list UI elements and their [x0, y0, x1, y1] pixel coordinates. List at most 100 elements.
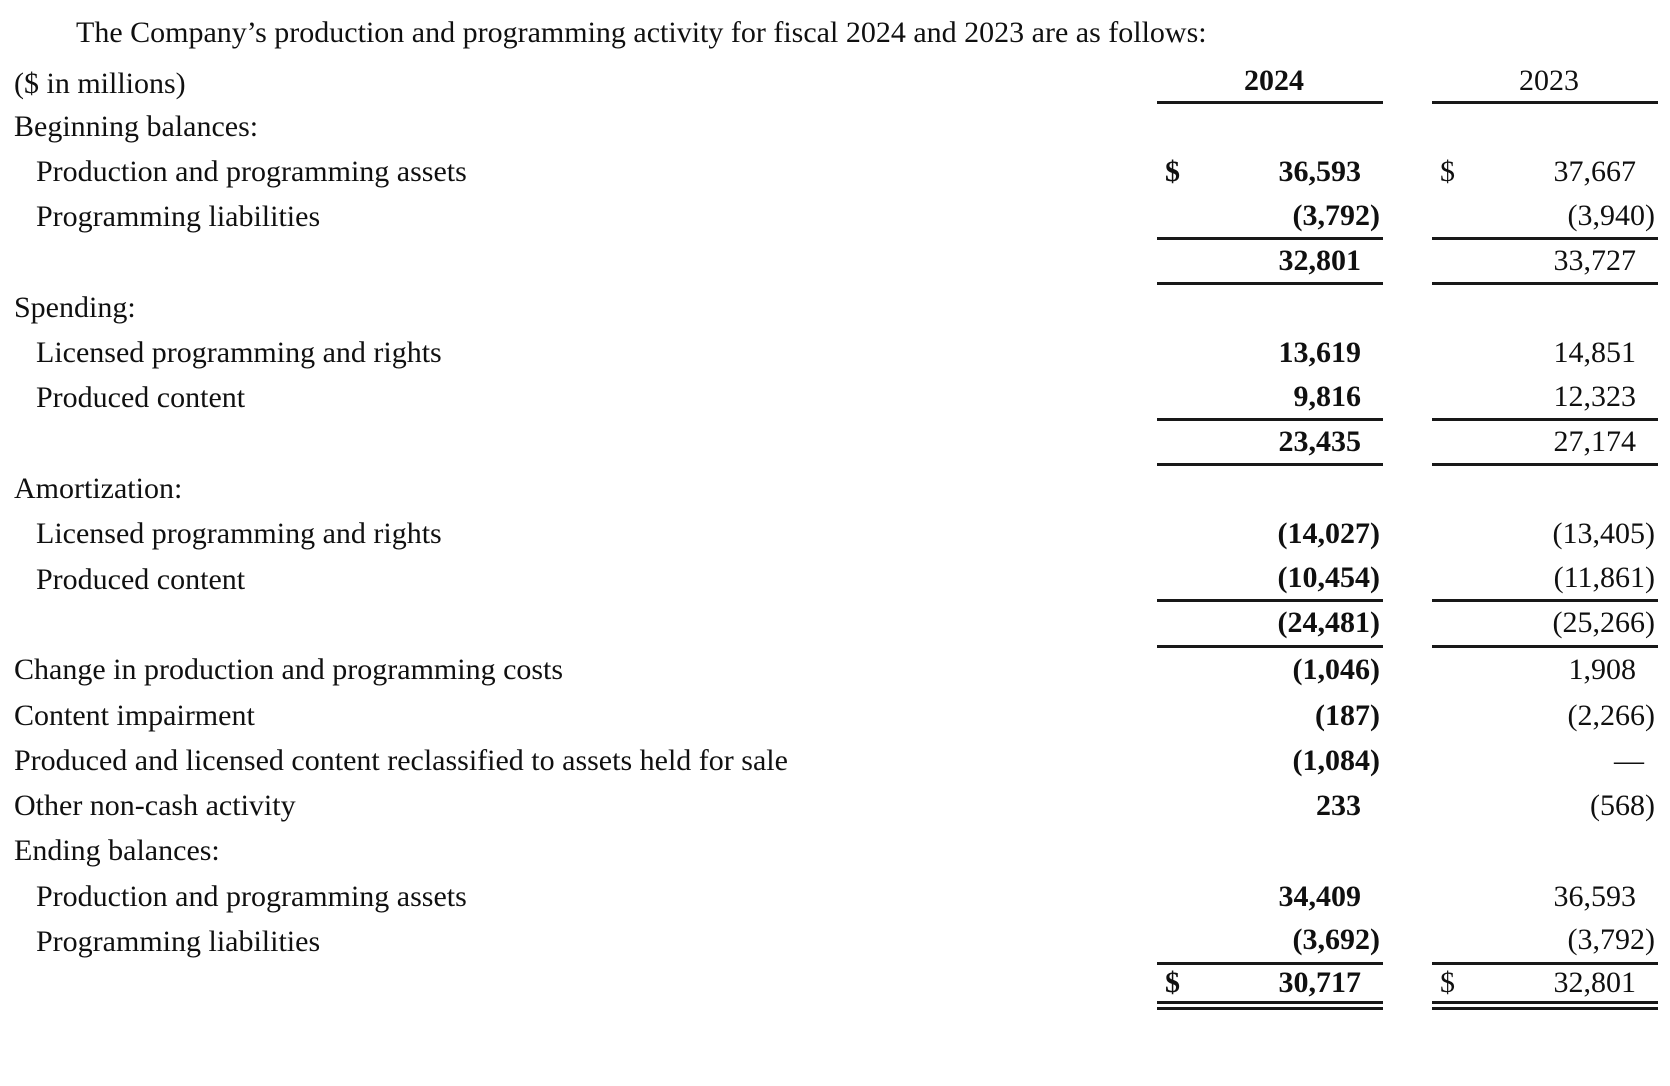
table-row: 32,801 33,727 [0, 240, 1670, 286]
value-2023-cell: (13,405) [1432, 512, 1658, 557]
row-label: Change in production and programming cos… [14, 653, 564, 687]
value-2023: (568) [1590, 789, 1655, 823]
value-2023-cell: $37,667 [1432, 149, 1658, 194]
dollar-sign: $ [1440, 154, 1455, 188]
column-gap [1383, 783, 1432, 828]
value-2024-cell: 9,816 [1157, 376, 1383, 422]
row-label: Content impairment [14, 698, 255, 732]
row-label: Production and programming assets [36, 154, 467, 188]
table-row: Ending balances: [0, 829, 1670, 874]
table-row: Produced content (10,454) (11,861) [0, 557, 1670, 603]
value-2023: 14,851 [1553, 336, 1637, 370]
value-2023-cell: 27,174 [1432, 421, 1658, 467]
table-row: $30,717 $32,801 [0, 965, 1670, 1010]
column-header-2023: 2023 [1432, 58, 1658, 104]
value-2023: 36,593 [1553, 879, 1637, 913]
column-gap [1383, 285, 1432, 330]
value-2023-cell: — [1432, 738, 1658, 783]
value-2023-cell [1432, 466, 1658, 511]
table-row: Programming liabilities (3,792) (3,940) [0, 195, 1670, 240]
value-2024-cell: $36,593 [1157, 149, 1383, 194]
row-label: Other non-cash activity [14, 789, 296, 823]
units-label: ($ in millions) [14, 67, 186, 100]
table-header-row: ($ in millions) 2024 2023 [0, 58, 1670, 104]
value-2024: (1,084) [1292, 743, 1380, 777]
value-2024-cell: (187) [1157, 693, 1383, 738]
column-gap [1383, 648, 1432, 693]
dollar-sign: $ [1165, 154, 1180, 188]
value-2024-cell [1157, 829, 1383, 874]
table-row: Programming liabilities (3,692) (3,792) [0, 919, 1670, 965]
column-gap [1383, 874, 1432, 919]
value-2024: 30,717 [1278, 965, 1362, 999]
value-2023: 1,908 [1568, 653, 1637, 687]
table-row: Production and programming assets $36,593… [0, 149, 1670, 194]
value-2023-cell: 12,323 [1432, 376, 1658, 422]
value-2023: (3,792) [1567, 923, 1655, 957]
column-gap [1383, 330, 1432, 375]
dollar-sign: $ [1165, 965, 1180, 999]
column-gap [1383, 693, 1432, 738]
column-gap [1383, 738, 1432, 783]
value-2023: (25,266) [1552, 606, 1655, 640]
value-2024-cell: $30,717 [1157, 965, 1383, 1010]
table-row: Licensed programming and rights (14,027) (… [0, 512, 1670, 557]
column-gap [1383, 602, 1432, 647]
value-2024-cell [1157, 466, 1383, 511]
table-row: Amortization: [0, 466, 1670, 511]
table-row: Change in production and programming cos… [0, 648, 1670, 693]
column-gap [1383, 421, 1432, 466]
value-2023: 12,323 [1553, 379, 1637, 413]
value-2024: 36,593 [1278, 154, 1362, 188]
value-2024-cell: (3,692) [1157, 919, 1383, 965]
value-2023: — [1614, 743, 1644, 777]
value-2023: 27,174 [1553, 425, 1637, 459]
column-gap [1383, 240, 1432, 285]
column-gap [1383, 965, 1432, 1010]
value-2024-cell: (10,454) [1157, 557, 1383, 603]
value-2024-cell: 13,619 [1157, 330, 1383, 375]
value-2023: (3,940) [1567, 198, 1655, 232]
value-2024: (10,454) [1277, 561, 1380, 595]
value-2023: (13,405) [1552, 517, 1655, 551]
column-gap [1383, 58, 1432, 104]
row-label: Amortization: [14, 472, 183, 506]
column-gap [1383, 829, 1432, 874]
row-label: Produced content [36, 562, 246, 596]
row-label: Programming liabilities [36, 924, 321, 958]
value-2024: 32,801 [1278, 244, 1362, 278]
table-row: Spending: [0, 285, 1670, 330]
value-2023: (11,861) [1553, 561, 1655, 595]
value-2023: (2,266) [1567, 698, 1655, 732]
value-2023-cell: (3,940) [1432, 195, 1658, 240]
value-2024-cell: (24,481) [1157, 602, 1383, 648]
value-2023-cell [1432, 285, 1658, 330]
value-2024: 9,816 [1293, 379, 1362, 413]
column-gap [1383, 919, 1432, 964]
value-2024: (14,027) [1277, 517, 1380, 551]
table-row: Other non-cash activity 233 (568) [0, 783, 1670, 828]
row-label: Produced content [36, 381, 246, 415]
value-2024: (3,792) [1292, 198, 1380, 232]
value-2024: 23,435 [1278, 425, 1362, 459]
column-gap [1383, 466, 1432, 511]
row-label: Ending balances: [14, 834, 220, 868]
value-2023-cell: (3,792) [1432, 919, 1658, 965]
value-2023-cell: (25,266) [1432, 602, 1658, 648]
column-header-2024: 2024 [1157, 58, 1383, 104]
table-row: 23,435 27,174 [0, 421, 1670, 467]
column-gap [1383, 104, 1432, 149]
value-2024-cell: 23,435 [1157, 421, 1383, 467]
value-2024-cell: (14,027) [1157, 512, 1383, 557]
table-row: (24,481) (25,266) [0, 602, 1670, 648]
row-label: Production and programming assets [36, 879, 467, 913]
value-2023-cell [1432, 829, 1658, 874]
value-2023-cell: 14,851 [1432, 330, 1658, 375]
value-2023: 32,801 [1553, 965, 1637, 999]
value-2024: (1,046) [1292, 653, 1380, 687]
value-2024: 233 [1316, 789, 1361, 823]
value-2023: 37,667 [1553, 154, 1637, 188]
dollar-sign: $ [1440, 965, 1455, 999]
value-2024-cell: (1,084) [1157, 738, 1383, 783]
value-2024-cell: (1,046) [1157, 648, 1383, 693]
